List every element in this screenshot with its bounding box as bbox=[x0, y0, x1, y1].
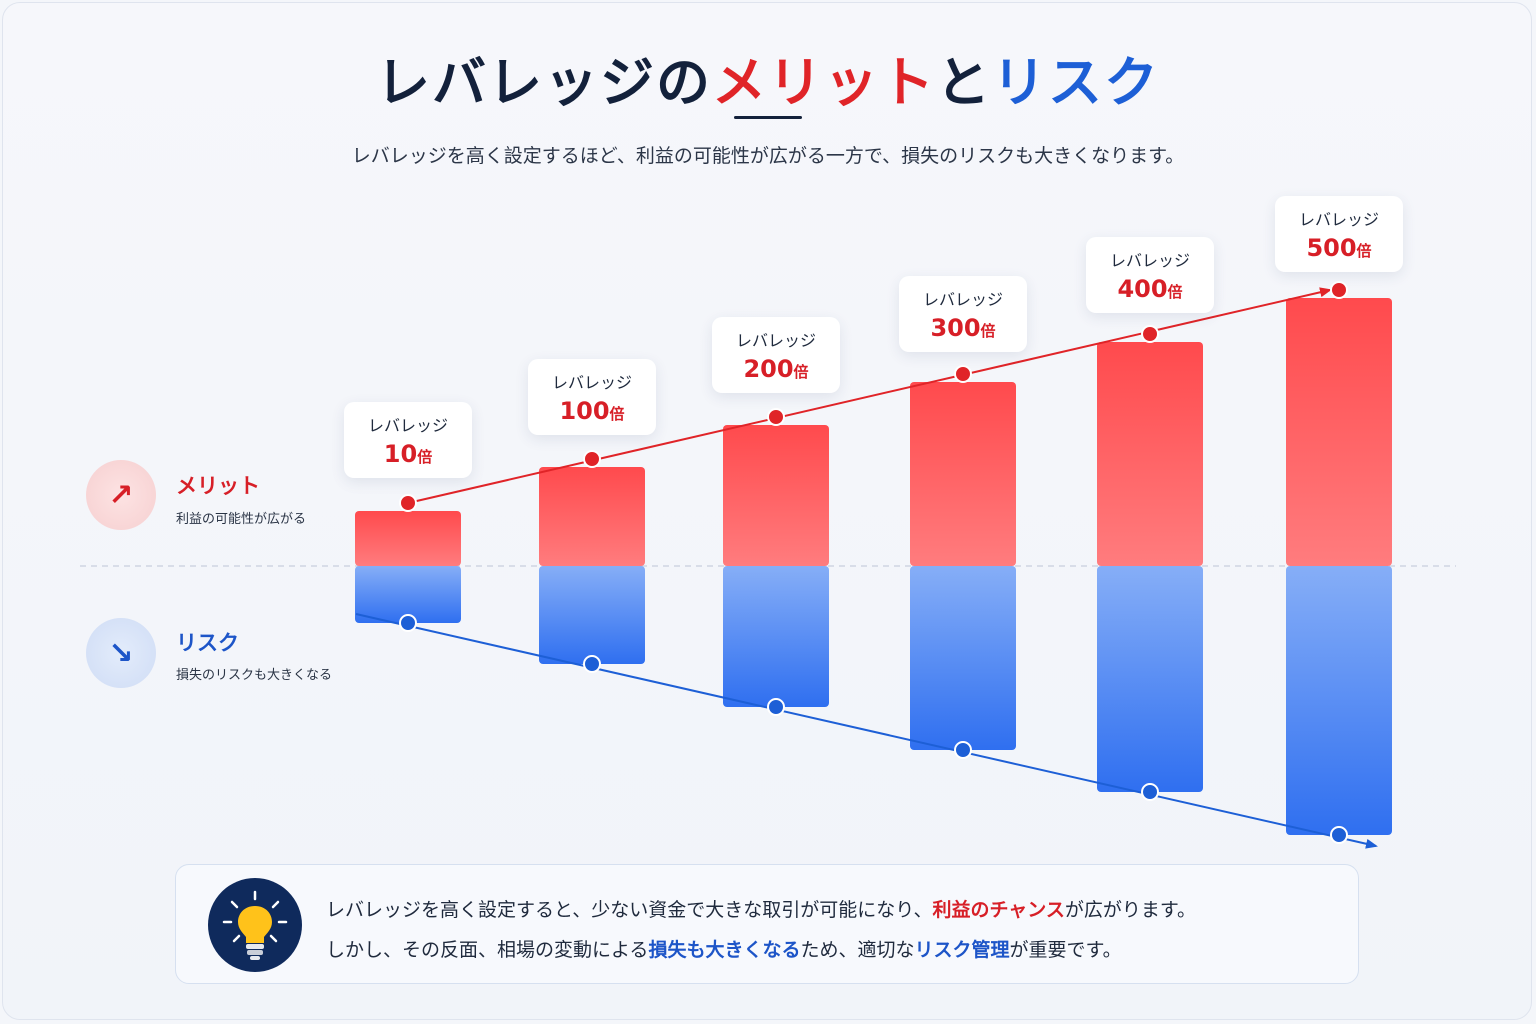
merit-bar-10 bbox=[355, 511, 461, 566]
merit-legend-title: メリット bbox=[176, 474, 260, 498]
leverage-label-value: 200倍 bbox=[743, 355, 809, 383]
leverage-label-value: 300倍 bbox=[930, 314, 996, 342]
leverage-label-unit: 倍 bbox=[417, 448, 433, 466]
leverage-label-prefix: レバレッジ bbox=[1109, 251, 1190, 270]
leverage-label-100: レバレッジ 100倍 bbox=[528, 359, 656, 435]
leverage-label-value: 100倍 bbox=[559, 397, 625, 425]
merit-point-200 bbox=[767, 408, 785, 426]
page-title: レバレッジのメリットとリスク bbox=[0, 38, 1536, 117]
merit-point-500 bbox=[1330, 281, 1348, 299]
merit-point-100 bbox=[583, 450, 601, 468]
leverage-label-10: レバレッジ 10倍 bbox=[344, 402, 472, 478]
risk-point-100 bbox=[583, 655, 601, 673]
leverage-label-unit: 倍 bbox=[980, 322, 996, 340]
leverage-label-500: レバレッジ 500倍 bbox=[1275, 196, 1403, 272]
info-line2-highlight-1: 損失も大きくなる bbox=[648, 939, 801, 961]
info-line1-text: レバレッジを高く設定すると、少ない資金で大きな取引が可能になり、 bbox=[326, 899, 933, 921]
info-line2-tail: が重要です。 bbox=[1009, 939, 1122, 961]
merit-trend-line bbox=[407, 287, 1332, 504]
merit-bar-100 bbox=[539, 467, 645, 566]
info-line-1: レバレッジを高く設定すると、少ない資金で大きな取引が可能になり、利益のチャンスが… bbox=[326, 895, 1196, 922]
leverage-label-unit: 倍 bbox=[609, 405, 625, 423]
leverage-label-300: レバレッジ 300倍 bbox=[899, 276, 1027, 352]
title-part2: と bbox=[936, 51, 992, 114]
title-part1: レバレッジの bbox=[376, 51, 712, 114]
merit-bar-400 bbox=[1097, 342, 1203, 566]
risk-legend-desc: 損失のリスクも大きくなる bbox=[176, 668, 333, 683]
leverage-label-400: レバレッジ 400倍 bbox=[1086, 237, 1214, 313]
page-subtitle: レバレッジを高く設定するほど、利益の可能性が広がる一方で、損失のリスクも大きくな… bbox=[351, 145, 1185, 167]
risk-bar-500 bbox=[1286, 566, 1392, 835]
leverage-label-value: 10倍 bbox=[383, 440, 433, 468]
leverage-label-prefix: レバレッジ bbox=[367, 416, 448, 435]
risk-bar-100 bbox=[539, 566, 645, 664]
info-line2-highlight-2: リスク管理 bbox=[914, 939, 1010, 961]
merit-point-400 bbox=[1141, 325, 1159, 343]
leverage-label-value: 500倍 bbox=[1306, 234, 1372, 262]
leverage-label-unit: 倍 bbox=[1167, 283, 1183, 301]
risk-point-500 bbox=[1330, 826, 1348, 844]
lightbulb-icon bbox=[208, 878, 302, 972]
risk-bar-200 bbox=[723, 566, 829, 707]
leverage-label-value: 400倍 bbox=[1117, 275, 1183, 303]
merit-arrow-up-right-icon: ↗ bbox=[86, 460, 156, 530]
leverage-label-prefix: レバレッジ bbox=[735, 331, 816, 350]
info-line2-text: しかし、その反面、相場の変動による bbox=[326, 939, 649, 961]
leverage-label-200: レバレッジ 200倍 bbox=[712, 317, 840, 393]
info-box: レバレッジを高く設定すると、少ない資金で大きな取引が可能になり、利益のチャンスが… bbox=[175, 864, 1359, 984]
risk-point-200 bbox=[767, 698, 785, 716]
merit-point-10 bbox=[399, 494, 417, 512]
leverage-label-unit: 倍 bbox=[1356, 242, 1372, 260]
risk-point-300 bbox=[954, 741, 972, 759]
title-merit: メリット bbox=[712, 51, 936, 114]
risk-point-10 bbox=[399, 614, 417, 632]
leverage-label-prefix: レバレッジ bbox=[1298, 210, 1379, 229]
merit-legend-desc: 利益の可能性が広がる bbox=[176, 512, 307, 527]
risk-trend-line bbox=[355, 613, 1378, 849]
leverage-label-prefix: レバレッジ bbox=[922, 290, 1003, 309]
risk-point-400 bbox=[1141, 783, 1159, 801]
risk-arrow-down-right-icon: ↘ bbox=[86, 618, 156, 688]
risk-bar-10 bbox=[355, 566, 461, 623]
merit-bar-300 bbox=[910, 382, 1016, 566]
title-underline bbox=[734, 116, 802, 119]
title-risk: リスク bbox=[992, 51, 1160, 114]
info-line-2: しかし、その反面、相場の変動による損失も大きくなるため、適切なリスク管理が重要で… bbox=[326, 935, 1122, 962]
info-line1-highlight: 利益のチャンス bbox=[932, 899, 1065, 921]
info-line2-mid: ため、適切な bbox=[800, 939, 915, 961]
leverage-label-unit: 倍 bbox=[793, 363, 809, 381]
leverage-label-prefix: レバレッジ bbox=[551, 373, 632, 392]
risk-bar-400 bbox=[1097, 566, 1203, 792]
merit-point-300 bbox=[954, 365, 972, 383]
merit-bar-500 bbox=[1286, 298, 1392, 566]
merit-bar-200 bbox=[723, 425, 829, 566]
risk-bar-300 bbox=[910, 566, 1016, 750]
info-line1-tail: が広がります。 bbox=[1064, 899, 1197, 921]
risk-legend-title: リスク bbox=[176, 631, 239, 655]
